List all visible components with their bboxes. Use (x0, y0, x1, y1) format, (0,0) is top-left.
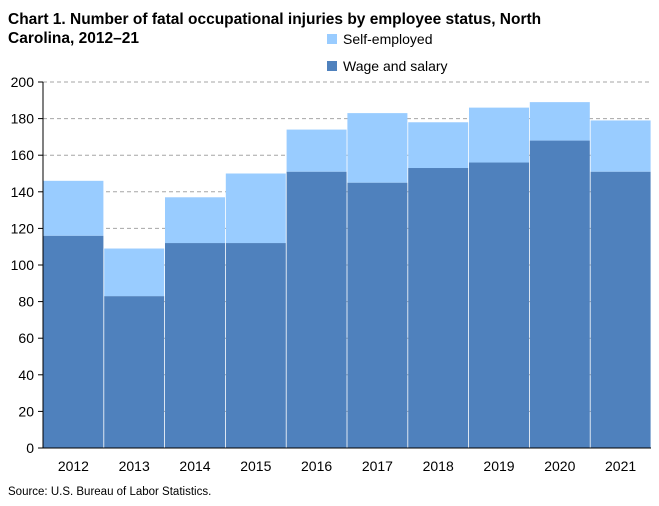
bar-wage-and-salary (529, 140, 590, 448)
x-tick-label: 2016 (301, 458, 332, 474)
y-tick-label: 60 (18, 330, 34, 346)
bar-self-employed (104, 248, 165, 297)
y-tick-label: 80 (18, 294, 34, 310)
y-tick-label: 40 (18, 367, 34, 383)
bar-wage-and-salary (408, 168, 469, 448)
x-tick-label: 2014 (179, 458, 210, 474)
legend-swatch-wage-and-salary (327, 61, 337, 71)
bar-self-employed (408, 122, 469, 169)
y-tick-label: 120 (11, 220, 35, 236)
bar-wage-and-salary (469, 162, 529, 448)
bar-self-employed (469, 107, 529, 163)
chart-title: Chart 1. Number of fatal occupational in… (8, 11, 542, 47)
bar-self-employed (43, 180, 104, 236)
bar-wage-and-salary (43, 235, 104, 448)
x-tick-label: 2015 (240, 458, 271, 474)
bar-self-employed (286, 129, 347, 172)
x-tick-label: 2017 (362, 458, 393, 474)
bar-self-employed (347, 113, 408, 183)
y-tick-label: 200 (11, 74, 35, 90)
legend-swatch-self-employed (327, 34, 337, 44)
bar-self-employed (225, 173, 286, 244)
y-tick-label: 0 (26, 440, 34, 456)
legend-label-wage-and-salary: Wage and salary (343, 58, 448, 74)
x-tick-label: 2013 (119, 458, 150, 474)
bar-self-employed (529, 102, 590, 141)
x-tick-label: 2018 (423, 458, 454, 474)
y-tick-label: 20 (18, 403, 34, 419)
x-tick-label: 2021 (605, 458, 636, 474)
x-tick-label: 2020 (544, 458, 575, 474)
bar-self-employed (165, 197, 225, 244)
bar-wage-and-salary (104, 296, 165, 448)
bar-wage-and-salary (347, 182, 408, 448)
bar-self-employed (590, 120, 651, 172)
y-tick-label: 180 (11, 111, 35, 127)
x-tick-label: 2012 (58, 458, 89, 474)
y-tick-label: 160 (11, 147, 35, 163)
bar-wage-and-salary (286, 171, 347, 449)
bar-wage-and-salary (590, 171, 651, 449)
legend-label-self-employed: Self-employed (343, 31, 433, 47)
bar-wage-and-salary (225, 243, 286, 448)
y-tick-label: 140 (11, 184, 35, 200)
y-tick-label: 100 (11, 257, 35, 273)
x-tick-label: 2019 (483, 458, 514, 474)
source-note: Source: U.S. Bureau of Labor Statistics. (8, 486, 212, 498)
bar-wage-and-salary (165, 243, 225, 448)
